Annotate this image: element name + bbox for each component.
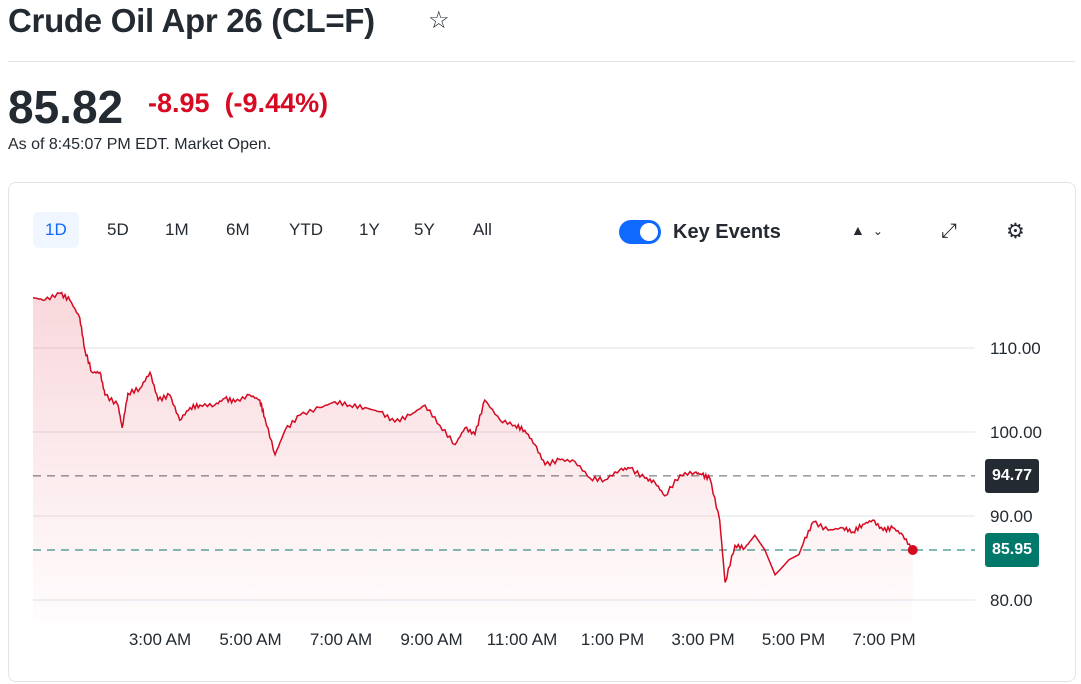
range-1m[interactable]: 1M bbox=[165, 220, 189, 239]
x-tick-label: 5:00 AM bbox=[219, 630, 281, 649]
x-tick-label: 9:00 AM bbox=[400, 630, 462, 649]
range-1d[interactable]: 1D bbox=[33, 212, 79, 248]
price-change: -8.95 (-9.44%) bbox=[148, 88, 328, 119]
x-tick-label: 7:00 PM bbox=[852, 630, 915, 649]
chevron-down-icon: ⌄ bbox=[872, 224, 883, 238]
range-1y[interactable]: 1Y bbox=[359, 220, 380, 239]
chart-type-mountain-icon[interactable]: ▲ ⌄ bbox=[851, 222, 883, 238]
y-tick-label: 110.00 bbox=[990, 339, 1041, 358]
current-price: 85.82 bbox=[8, 81, 124, 133]
x-tick-label: 5:00 PM bbox=[762, 630, 825, 649]
y-tick-label: 90.00 bbox=[990, 507, 1033, 526]
settings-gear-icon[interactable]: ⚙ bbox=[1006, 220, 1025, 243]
y-tick-label: 80.00 bbox=[990, 591, 1033, 610]
toggle-knob bbox=[640, 223, 658, 241]
x-tick-label: 3:00 AM bbox=[129, 630, 191, 649]
change-value: -8.95 bbox=[148, 88, 210, 118]
current-price-badge: 85.95 bbox=[985, 533, 1039, 568]
range-6m[interactable]: 6M bbox=[226, 220, 250, 239]
range-5d[interactable]: 5D bbox=[107, 220, 129, 239]
x-tick-label: 7:00 AM bbox=[310, 630, 372, 649]
y-tick-label: 100.00 bbox=[990, 423, 1042, 442]
last-price-dot bbox=[907, 545, 918, 556]
key-events-toggle[interactable] bbox=[619, 220, 661, 244]
key-events-label: Key Events bbox=[673, 221, 781, 243]
market-status: As of 8:45:07 PM EDT. Market Open. bbox=[8, 136, 272, 153]
divider bbox=[8, 61, 1075, 62]
watchlist-star-icon[interactable]: ☆ bbox=[428, 7, 450, 34]
page-title: Crude Oil Apr 26 (CL=F) bbox=[8, 2, 375, 39]
price-area bbox=[33, 292, 913, 622]
change-percent: (-9.44%) bbox=[224, 88, 329, 118]
x-tick-label: 1:00 PM bbox=[581, 630, 644, 649]
fullscreen-expand-icon[interactable]: ⤢ bbox=[941, 220, 957, 242]
prev-close-badge: 94.77 bbox=[985, 458, 1039, 493]
price-line bbox=[32, 291, 914, 583]
range-ytd[interactable]: YTD bbox=[289, 220, 323, 239]
chart-card bbox=[8, 182, 1076, 682]
x-tick-label: 3:00 PM bbox=[671, 630, 734, 649]
range-all[interactable]: All bbox=[473, 220, 492, 239]
x-tick-label: 11:00 AM bbox=[487, 630, 558, 649]
range-5y[interactable]: 5Y bbox=[414, 220, 435, 239]
